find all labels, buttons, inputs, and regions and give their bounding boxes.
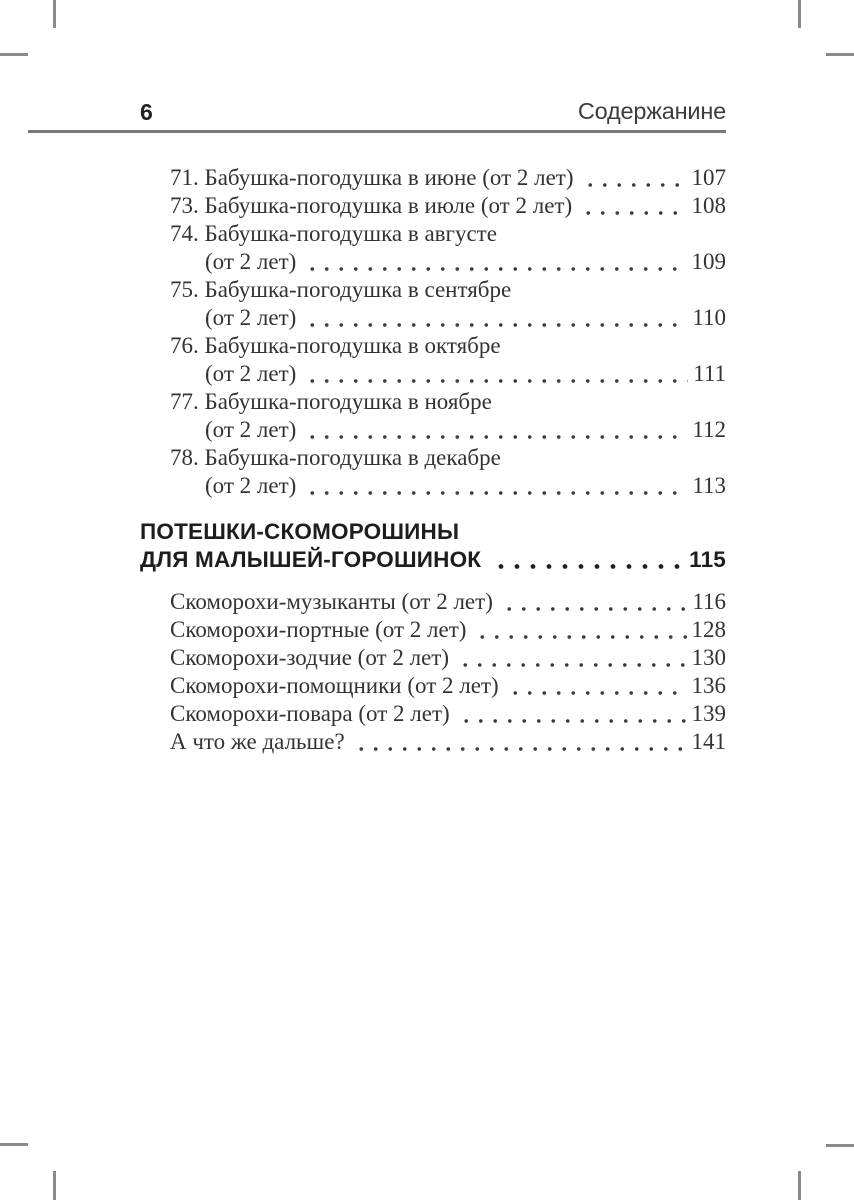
toc-entry-page: 128 bbox=[691, 617, 727, 642]
toc-entry-page: 113 bbox=[692, 473, 726, 498]
page-number: 6 bbox=[140, 99, 153, 125]
table-of-contents: 71. Бабушка-погодушка в июне (от 2 лет) … bbox=[140, 164, 726, 756]
toc-entry: Скоморохи-зодчие (от 2 лет) 130 bbox=[170, 644, 726, 672]
dot-leader bbox=[305, 416, 688, 444]
dot-leader bbox=[458, 644, 687, 672]
dot-leader bbox=[458, 700, 687, 728]
section2-entries: Скоморохи-музыканты (от 2 лет) 116 Скомо… bbox=[140, 588, 726, 756]
running-header: Содержанине bbox=[577, 98, 726, 124]
toc-entry-label: (от 2 лет) bbox=[205, 361, 297, 386]
toc-entry-continuation: (от 2 лет) 109 bbox=[205, 248, 726, 276]
section-heading-page: 115 bbox=[689, 547, 726, 572]
toc-entry-continuation: (от 2 лет) 112 bbox=[205, 416, 726, 444]
header-rule bbox=[28, 130, 726, 133]
toc-entry: А что же дальше? 141 bbox=[170, 728, 726, 756]
dot-leader bbox=[475, 616, 687, 644]
toc-entry-continuation: (от 2 лет) 111 bbox=[205, 360, 726, 388]
toc-entry-label: 77. Бабушка-погодушка в ноябре bbox=[170, 389, 492, 414]
crop-mark-bottom-left-vertical bbox=[53, 1171, 56, 1200]
toc-entry-page: 108 bbox=[691, 193, 727, 218]
toc-entry: Скоморохи-повара (от 2 лет) 139 bbox=[170, 700, 726, 728]
crop-mark-bottom-left-horizontal bbox=[0, 1143, 28, 1146]
toc-entry: Скоморохи-помощники (от 2 лет) 136 bbox=[170, 672, 726, 700]
toc-entry: Скоморохи-портные (от 2 лет) 128 bbox=[170, 616, 726, 644]
toc-entry-label: 76. Бабушка-погодушка в октябре bbox=[170, 333, 501, 358]
toc-entry: 78. Бабушка-погодушка в декабре bbox=[170, 444, 726, 472]
toc-entry-label: Скоморохи-повара (от 2 лет) bbox=[170, 701, 450, 726]
dot-leader bbox=[507, 672, 687, 700]
toc-entry-page: 110 bbox=[692, 305, 726, 330]
dot-leader bbox=[493, 546, 686, 574]
toc-entry-page: 107 bbox=[691, 165, 727, 190]
crop-mark-bottom-right-horizontal bbox=[826, 1144, 854, 1147]
toc-entry-continuation: (от 2 лет) 110 bbox=[205, 304, 726, 332]
toc-entry-label: 74. Бабушка-погодушка в августе bbox=[170, 221, 497, 246]
toc-entry: 71. Бабушка-погодушка в июне (от 2 лет) … bbox=[170, 164, 726, 192]
dot-leader bbox=[582, 164, 687, 192]
dot-leader bbox=[581, 192, 687, 220]
toc-entry: 76. Бабушка-погодушка в октябре bbox=[170, 332, 726, 360]
toc-entry-label: Скоморохи-музыканты (от 2 лет) bbox=[170, 589, 493, 614]
toc-entry-page: 130 bbox=[691, 645, 727, 670]
crop-mark-top-left-horizontal bbox=[0, 53, 28, 56]
toc-entry: 77. Бабушка-погодушка в ноябре bbox=[170, 388, 726, 416]
toc-entry-label: (от 2 лет) bbox=[205, 417, 297, 442]
toc-entry-continuation: (от 2 лет) 113 bbox=[205, 472, 726, 500]
toc-entry: Скоморохи-музыканты (от 2 лет) 116 bbox=[170, 588, 726, 616]
toc-entry-label: Скоморохи-помощники (от 2 лет) bbox=[170, 673, 499, 698]
crop-mark-top-right-vertical bbox=[798, 0, 801, 28]
toc-entry-label: 71. Бабушка-погодушка в июне (от 2 лет) bbox=[170, 165, 574, 190]
toc-entry-page: 139 bbox=[691, 701, 727, 726]
toc-entry: 74. Бабушка-погодушка в августе bbox=[170, 220, 726, 248]
toc-entry-label: Скоморохи-портные (от 2 лет) bbox=[170, 617, 467, 642]
dot-leader bbox=[305, 360, 689, 388]
section-heading-line2: ДЛЯ МАЛЫШЕЙ-ГОРОШИНОК 115 bbox=[140, 546, 726, 574]
section-heading-line1: ПОТЕШКИ-СКОМОРОШИНЫ bbox=[140, 519, 460, 544]
dot-leader bbox=[305, 304, 688, 332]
toc-entry-page: 116 bbox=[692, 589, 726, 614]
toc-entry-page: 112 bbox=[692, 417, 726, 442]
crop-mark-bottom-right-vertical bbox=[798, 1171, 801, 1200]
crop-mark-top-right-horizontal bbox=[826, 53, 854, 56]
toc-entry-label: (от 2 лет) bbox=[205, 249, 297, 274]
toc-entry-page: 136 bbox=[691, 673, 727, 698]
section-heading: ПОТЕШКИ-СКОМОРОШИНЫ ДЛЯ МАЛЫШЕЙ-ГОРОШИНО… bbox=[140, 518, 726, 574]
dot-leader bbox=[353, 728, 687, 756]
toc-entry-label: А что же дальше? bbox=[170, 729, 345, 754]
dot-leader bbox=[305, 248, 687, 276]
toc-entry-page: 141 bbox=[691, 729, 727, 754]
toc-entry-label: Скоморохи-зодчие (от 2 лет) bbox=[170, 645, 449, 670]
dot-leader bbox=[501, 588, 688, 616]
toc-entry-label: 75. Бабушка-погодушка в сентябре bbox=[170, 277, 512, 302]
toc-entry-label: (от 2 лет) bbox=[205, 305, 297, 330]
toc-entry: 73. Бабушка-погодушка в июле (от 2 лет) … bbox=[170, 192, 726, 220]
dot-leader bbox=[305, 472, 688, 500]
toc-entry-page: 111 bbox=[693, 361, 726, 386]
toc-entry: 75. Бабушка-погодушка в сентябре bbox=[170, 276, 726, 304]
toc-entry-label: 78. Бабушка-погодушка в декабре bbox=[170, 445, 501, 470]
toc-entry-label: (от 2 лет) bbox=[205, 473, 297, 498]
toc-entry-label: 73. Бабушка-погодушка в июле (от 2 лет) bbox=[170, 193, 573, 218]
crop-mark-top-left-vertical bbox=[53, 0, 56, 28]
toc-entry-page: 109 bbox=[691, 249, 727, 274]
